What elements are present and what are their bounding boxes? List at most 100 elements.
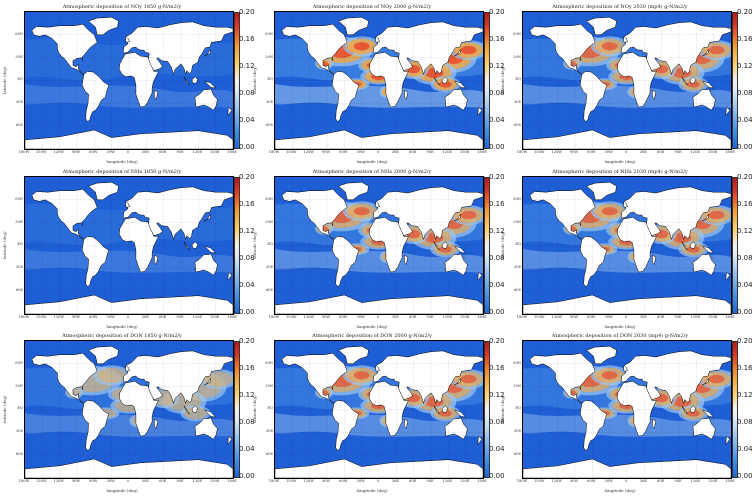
map-panel: Atmospheric deposition of DON 1850 g-N/m…: [2, 331, 255, 496]
colorbar-tick-label: 0.08: [489, 418, 505, 426]
x-tick-label: 150E: [209, 150, 220, 154]
colorbar-tick-label: 0.00: [489, 143, 505, 151]
x-tick-label: 30E: [639, 479, 647, 483]
x-tick-label: 60E: [409, 150, 417, 154]
colorbar-tick-label: 0.16: [489, 364, 505, 372]
x-tick-label: 90E: [426, 479, 434, 483]
x-tick-label: 30E: [391, 479, 399, 483]
x-tick-label: 90W: [321, 150, 331, 154]
colorbar-tick-label: 0.04: [489, 445, 505, 453]
x-tick-label: 90W: [569, 479, 579, 483]
colorbar-tick-label: 0.16: [737, 200, 752, 208]
y-axis-label: latitude (deg): [252, 66, 257, 94]
x-tick-label: 90W: [71, 479, 81, 483]
colorbar-tick-label: 0.00: [489, 472, 505, 480]
y-ticks: 60N 30N EQ 30S 60S: [12, 176, 24, 313]
y-ticks: 60N 30N EQ 30S 60S: [12, 11, 24, 148]
y-axis-label: latitude (deg): [500, 66, 505, 94]
x-tick-label: 120W: [551, 150, 562, 154]
panel-title: Atmospheric deposition of NHx 2030 (mp4)…: [552, 169, 688, 175]
x-tick-label: 180W: [268, 479, 280, 483]
y-tick-label: EQ: [17, 406, 23, 410]
x-tick-label: 180E: [725, 150, 735, 154]
panel-title: Atmospheric deposition of NHx 2000 g-N/m…: [312, 169, 432, 175]
colorbar-tick-label: 0.16: [489, 35, 505, 43]
x-tick-label: 150W: [534, 315, 545, 319]
x-tick-label: 180E: [227, 315, 237, 319]
x-tick-label: 150E: [707, 479, 718, 483]
world-map: [24, 11, 234, 150]
x-tick-label: 90W: [321, 315, 331, 319]
map-panel: Atmospheric deposition of DON 2000 g-N/m…: [252, 331, 505, 496]
x-ticks: 180W 150W 120W 90W 60W 30W 0 30E 60E 90E 120E 150E 1…: [510, 479, 742, 487]
x-axis-label: longitude (deg): [604, 488, 636, 493]
y-tick-label: 60N: [513, 32, 521, 36]
x-tick-label: 30E: [639, 150, 647, 154]
y-tick-label: 60N: [15, 197, 23, 201]
y-tick-label: 60S: [265, 288, 273, 292]
y-ticks: 60N 30N EQ 30S 60S: [262, 11, 274, 148]
x-ticks: 180W 150W 120W 90W 60W 30W 0 30E 60E 90E 120E 150E 1…: [510, 315, 742, 323]
colorbar-tick-label: 0.20: [737, 173, 752, 181]
x-tick-label: 180W: [268, 315, 280, 319]
y-tick-label: 60N: [265, 32, 273, 36]
map-panel: Atmospheric deposition of NHx 2030 (mp4)…: [500, 167, 752, 332]
x-ticks: 180W 150W 120W 90W 60W 30W 0 30E 60E 90E 120E 150E 1…: [262, 315, 494, 323]
panel-title: Atmospheric deposition of NOy 2030 (mp4)…: [552, 4, 688, 10]
colorbar-tick-label: 0.12: [239, 391, 255, 399]
y-tick-label: 60S: [513, 452, 521, 456]
colorbar-tick-label: 0.20: [489, 337, 505, 345]
colorbar-ticks: 0.20 0.16 0.12 0.08 0.04 0.00: [489, 173, 505, 316]
map-panel: Atmospheric deposition of NHx 2000 g-N/m…: [252, 167, 505, 332]
colorbar-tick-label: 0.04: [239, 116, 255, 124]
x-tick-label: 90E: [176, 479, 184, 483]
colorbar-tick-label: 0.12: [737, 391, 752, 399]
y-tick-label: 60S: [15, 123, 23, 127]
x-tick-label: 30W: [604, 150, 613, 154]
colorbar-tick-label: 0.00: [489, 308, 505, 316]
x-tick-label: 60E: [409, 315, 417, 319]
x-tick-label: 30E: [141, 479, 149, 483]
y-tick-label: 30S: [265, 265, 273, 269]
x-tick-label: 150E: [459, 150, 470, 154]
x-tick-label: 150E: [459, 479, 470, 483]
y-tick-label: 60S: [265, 452, 273, 456]
x-tick-label: 120W: [303, 150, 314, 154]
x-axis-label: longitude (deg): [106, 324, 138, 329]
x-tick-label: 60W: [587, 479, 596, 483]
colorbar-ticks: 0.20 0.16 0.12 0.08 0.04 0.00: [489, 8, 505, 151]
y-ticks: 60N 30N EQ 30S 60S: [510, 11, 522, 148]
colorbar-tick-label: 0.12: [737, 227, 752, 235]
panel-title: Atmospheric deposition of DON 2000 g-N/m…: [312, 333, 432, 339]
colorbar-tick-label: 0.04: [737, 281, 752, 289]
colorbar-tick-label: 0.00: [737, 308, 752, 316]
colorbar-ticks: 0.20 0.16 0.12 0.08 0.04 0.00: [239, 337, 255, 480]
colorbar-tick-label: 0.12: [489, 227, 505, 235]
map-panel: Atmospheric deposition of DON 2030 (mp4)…: [500, 331, 752, 496]
x-tick-label: 0: [624, 150, 628, 154]
colorbar-tick-label: 0.08: [737, 254, 752, 262]
y-tick-label: 60N: [15, 361, 23, 365]
x-tick-label: 150E: [459, 315, 470, 319]
colorbar-tick-label: 0.16: [489, 200, 505, 208]
colorbar-ticks: 0.20 0.16 0.12 0.08 0.04 0.00: [239, 8, 255, 151]
x-tick-label: 60W: [89, 479, 98, 483]
x-tick-label: 30W: [106, 315, 115, 319]
colorbar: [234, 12, 240, 149]
panel-title: Atmospheric deposition of DON 2030 (mp4)…: [551, 333, 689, 339]
y-tick-label: 60S: [513, 123, 521, 127]
x-tick-label: 180E: [725, 479, 735, 483]
x-tick-label: 120W: [551, 315, 562, 319]
y-tick-label: 60S: [265, 123, 273, 127]
x-tick-label: 180W: [18, 150, 30, 154]
colorbar-ticks: 0.20 0.16 0.12 0.08 0.04 0.00: [737, 337, 752, 480]
x-tick-label: 30W: [356, 479, 365, 483]
y-ticks: 60N 30N EQ 30S 60S: [262, 176, 274, 313]
colorbar-tick-label: 0.04: [489, 281, 505, 289]
x-tick-label: 120E: [442, 479, 453, 483]
x-tick-label: 180E: [477, 150, 487, 154]
x-tick-label: 90E: [176, 150, 184, 154]
y-tick-label: 30N: [15, 220, 23, 224]
x-tick-label: 0: [126, 150, 130, 154]
y-tick-label: 30N: [15, 55, 23, 59]
